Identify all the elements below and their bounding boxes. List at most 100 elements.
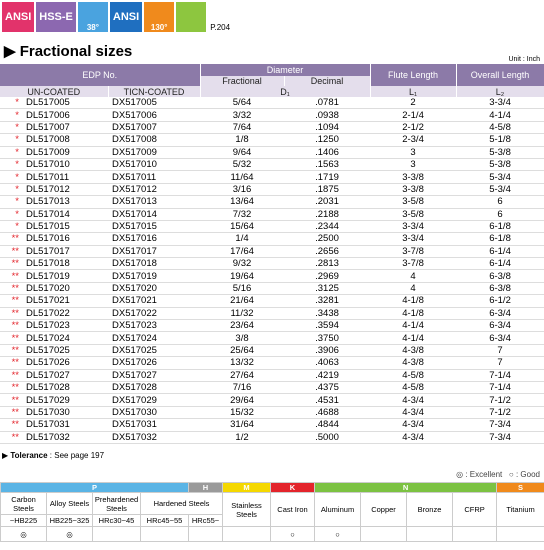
cell: .4375 — [284, 381, 371, 395]
cell: 4-1/8 — [370, 294, 457, 308]
cell: 1/8 — [200, 133, 285, 147]
cell: ** — [0, 418, 22, 432]
cell: DL517006 — [22, 108, 108, 122]
rating: ◎ — [0, 526, 47, 542]
cell: DX517011 — [108, 170, 201, 184]
cell: 2-1/4 — [370, 108, 457, 122]
cell: 2-3/4 — [370, 133, 457, 147]
cell: 3-7/8 — [370, 245, 457, 259]
cell: DX517013 — [108, 195, 201, 209]
row: ** DL517019 DX517019 19/64.2969 4 6-3/8 — [0, 269, 544, 283]
row: * DL517010 DX517010 5/32.1563 3 5-3/8 — [0, 158, 544, 172]
cell: DL517008 — [22, 133, 108, 147]
column: Bronze — [406, 492, 454, 527]
cell: DL517010 — [22, 158, 108, 172]
row: ** DL517027 DX517027 27/64.4219 4-5/8 7-1/4 — [0, 369, 544, 383]
hardness: HRc45~55 — [139, 514, 190, 527]
header: Decimal — [284, 76, 371, 86]
cell: DX517026 — [108, 356, 201, 370]
cell: 3-3/4 — [370, 220, 457, 234]
cell: .2188 — [284, 208, 371, 221]
cell: 3-7/8 — [370, 257, 457, 271]
column: CFRP — [452, 492, 498, 527]
cell: DX517015 — [108, 220, 201, 234]
cell: 4-5/8 — [456, 121, 544, 135]
column: Titanium — [496, 492, 544, 527]
cell: .3281 — [284, 294, 371, 308]
cell: * — [0, 121, 22, 135]
cell: 19/64 — [200, 269, 285, 283]
cell: .2500 — [284, 232, 371, 246]
cell: 3-3/8 — [370, 183, 457, 197]
rating — [139, 526, 190, 542]
cell: 5/32 — [200, 158, 285, 172]
cell: DX517017 — [108, 245, 201, 259]
cell: 3 — [370, 158, 457, 172]
cell: 6-3/4 — [456, 331, 544, 345]
badge: 130° — [144, 2, 175, 32]
cell: DL517025 — [22, 344, 108, 358]
cell: 7/64 — [200, 121, 285, 135]
cell: DL517013 — [22, 195, 108, 209]
cell: 7-1/2 — [456, 393, 544, 407]
legend-item: ◎ : Excellent — [456, 470, 503, 479]
cell: ** — [0, 344, 22, 358]
cell: 11/64 — [200, 170, 285, 184]
cell: .1875 — [284, 183, 371, 197]
cell: DX517010 — [108, 158, 201, 172]
header: L₁ — [370, 86, 457, 97]
column: Hardened Steels — [139, 492, 224, 515]
cell: * — [0, 220, 22, 234]
rating: ○ — [314, 526, 362, 542]
row: ** DL517020 DX517020 5/16.3125 4 6-3/8 — [0, 282, 544, 296]
cell: DL517007 — [22, 121, 108, 135]
column-row: Carbon Steels Alloy Steels Prehardened Ste… — [0, 492, 544, 527]
cell: ** — [0, 232, 22, 246]
rating — [360, 526, 408, 542]
rating: ○ — [270, 526, 316, 542]
cell: ** — [0, 431, 22, 444]
cell: 5-3/8 — [456, 158, 544, 172]
cell: 3-5/8 — [370, 208, 457, 221]
cell: 3-3/4 — [370, 232, 457, 246]
cell: ** — [0, 307, 22, 321]
cell: .5000 — [284, 431, 371, 444]
cell: 25/64 — [200, 344, 285, 358]
cell: DX517008 — [108, 133, 201, 147]
cell: .4063 — [284, 356, 371, 370]
cell: 4-5/8 — [370, 369, 457, 383]
title-text: Fractional sizes — [19, 43, 133, 60]
row: ** DL517021 DX517021 21/64.3281 4-1/8 6-1/2 — [0, 294, 544, 308]
cell: 15/32 — [200, 406, 285, 420]
cell: 7-1/2 — [456, 406, 544, 420]
cell: ** — [0, 331, 22, 345]
rating — [496, 526, 544, 542]
cell: DX517007 — [108, 121, 201, 135]
tolerance-label: Tolerance — [10, 451, 48, 460]
badge: ANSI — [109, 2, 143, 32]
rating — [452, 526, 498, 542]
cell: 4-3/4 — [370, 393, 457, 407]
cell: DL517030 — [22, 406, 108, 420]
cell: .2969 — [284, 269, 371, 283]
cell: DL517016 — [22, 232, 108, 246]
cell: 2-1/2 — [370, 121, 457, 135]
group: S — [496, 482, 544, 493]
cell: DX517018 — [108, 257, 201, 271]
cell: DL517017 — [22, 245, 108, 259]
group: K — [270, 482, 316, 493]
row: * DL517012 DX517012 3/16.1875 3-3/8 5-3/4 — [0, 183, 544, 197]
cell: ** — [0, 257, 22, 271]
legend-item: ○ : Good — [508, 470, 540, 479]
cell: DL517031 — [22, 418, 108, 432]
cell: DX517014 — [108, 208, 201, 221]
cell: .1719 — [284, 170, 371, 184]
cell: 5/64 — [200, 97, 285, 110]
cell: DL517011 — [22, 170, 108, 184]
cell: ** — [0, 282, 22, 296]
cell: DX517030 — [108, 406, 201, 420]
cell: DL517032 — [22, 431, 108, 444]
row: ** DL517024 DX517024 3/8.3750 4-1/4 6-3/4 — [0, 331, 544, 345]
cell: DX517029 — [108, 393, 201, 407]
